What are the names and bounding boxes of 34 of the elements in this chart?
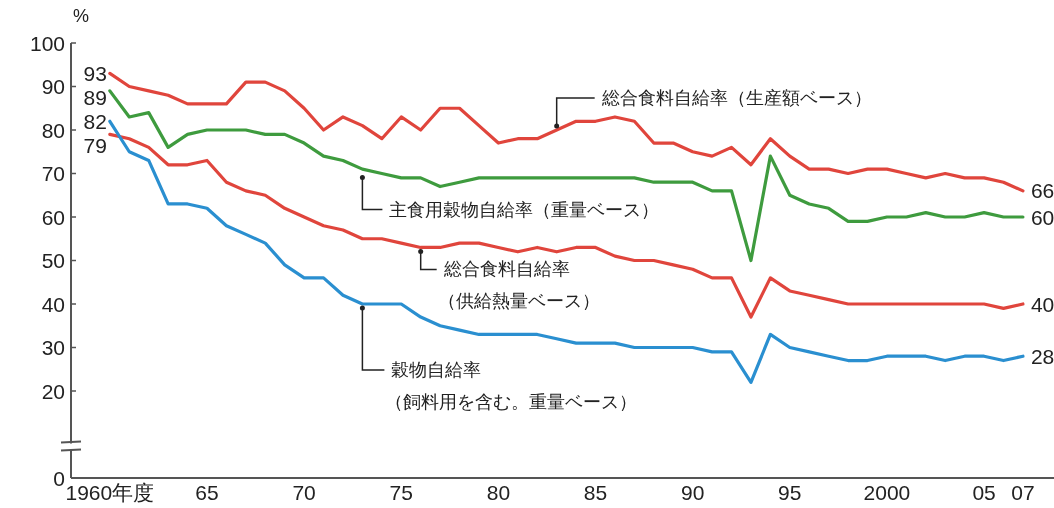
x-tick-label: 90 (680, 481, 705, 504)
annotation: 穀物自給率（飼料用を含む。重量ベース） (385, 360, 638, 412)
x-tick-label: 70 (292, 481, 316, 504)
y-tick-label: 100 (29, 31, 65, 55)
data-label: 89 (83, 85, 107, 109)
x-tick-label: 65 (195, 481, 219, 504)
y-tick-label: 60 (41, 205, 65, 229)
x-tick-label: 85 (583, 481, 608, 504)
y-tick-label: 20 (41, 379, 65, 403)
y-tick-label: 40 (41, 292, 65, 316)
x-tick-label: 07 (1011, 481, 1035, 504)
x-tick-label: 2000 (863, 481, 911, 504)
y-tick-label: 50 (41, 249, 65, 272)
y-tick-label: 90 (41, 75, 65, 98)
annotation: 主食用穀物自給率（重量ベース） (389, 199, 660, 220)
y-tick-label: 30 (41, 336, 65, 359)
data-label: 28 (1030, 344, 1054, 368)
x-tick-label: 05 (972, 481, 996, 504)
data-label: 66 (1030, 179, 1054, 203)
x-tick-label: 80 (486, 481, 511, 504)
data-label: 40 (1030, 292, 1054, 316)
x-tick-label: 1960年度 (65, 481, 155, 504)
data-label: 82 (83, 109, 107, 133)
x-tick-label: 75 (389, 481, 413, 504)
x-tick-label: 95 (778, 481, 802, 504)
data-label: 79 (83, 133, 107, 157)
y-tick-label: 0 (53, 466, 65, 490)
y-axis-title: % (73, 6, 90, 26)
data-label: 60 (1030, 205, 1054, 229)
data-label: 93 (83, 61, 107, 85)
y-tick-label: 70 (41, 162, 65, 185)
annotation: 総合食料自給率（供給熱量ベース） (437, 259, 600, 312)
y-tick-label: 80 (41, 118, 65, 142)
annotation: 総合食料自給率（生産額ベース） (600, 88, 872, 108)
